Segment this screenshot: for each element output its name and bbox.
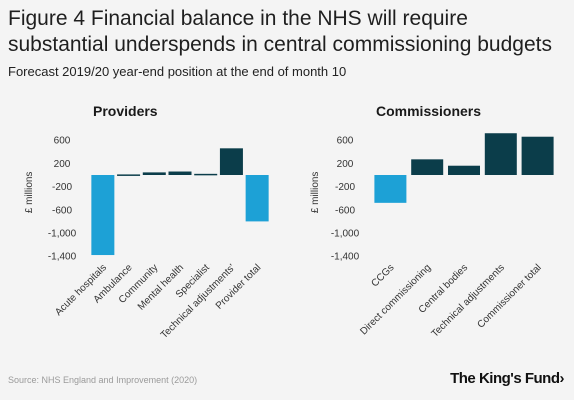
brand-name: The King's Fund [450, 370, 560, 387]
y-tick-label: 600 [337, 136, 354, 147]
y-tick-label: 200 [337, 159, 354, 170]
x-tick-label: Direct commissioning [358, 262, 433, 337]
bar [142, 172, 166, 175]
bar [521, 136, 554, 175]
y-tick-label: 600 [54, 136, 71, 147]
chart-panel-1: Providers £ millions 600 200 -200 -600 -1,000 -… [24, 103, 269, 341]
y-tick-label: 200 [54, 159, 71, 170]
bar [194, 173, 218, 176]
x-tick-label: Commissioner total [475, 262, 543, 330]
y-tick-label: -1,400 [331, 252, 360, 263]
brand-logo: The King's Fund› [450, 370, 564, 387]
bar [245, 175, 269, 222]
y-tick-label: -600 [52, 205, 72, 216]
bar [411, 159, 444, 175]
source-note: Source: NHS England and Improvement (202… [8, 375, 198, 385]
bar [448, 165, 480, 175]
y-tick-label: -600 [335, 205, 355, 216]
panel-title: Commissioners [376, 103, 481, 119]
bar [117, 174, 141, 176]
chart-panel-2: Commissioners £ millions 600 200 -200 -600 -1,… [310, 103, 554, 340]
bar [484, 133, 517, 175]
y-tick-label: -200 [335, 182, 355, 193]
bar [219, 148, 243, 175]
bar [91, 175, 115, 256]
y-axis-label: £ millions [310, 172, 321, 214]
chevron-right-icon: › [559, 370, 565, 387]
y-tick-label: -1,000 [331, 229, 360, 240]
chart-title: Figure 4 Financial balance in the NHS wi… [8, 7, 552, 56]
bar [168, 171, 192, 175]
chart-subtitle: Forecast 2019/20 year-end position at th… [8, 64, 347, 79]
x-tick-label: CCGs [369, 262, 396, 289]
x-tick-label: Technical adjustments [430, 262, 507, 339]
y-tick-label: -1,400 [48, 252, 77, 263]
panel-title: Providers [93, 103, 158, 119]
y-axis-label: £ millions [24, 172, 35, 214]
y-tick-label: -200 [52, 182, 72, 193]
bar [374, 175, 407, 203]
y-tick-label: -1,000 [48, 229, 77, 240]
